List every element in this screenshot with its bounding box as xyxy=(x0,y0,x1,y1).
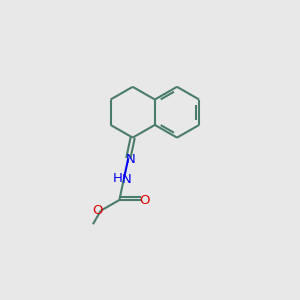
Text: O: O xyxy=(92,204,102,217)
Text: N: N xyxy=(122,173,131,186)
Text: H: H xyxy=(113,172,123,185)
Text: O: O xyxy=(140,194,150,206)
Text: N: N xyxy=(126,153,136,166)
